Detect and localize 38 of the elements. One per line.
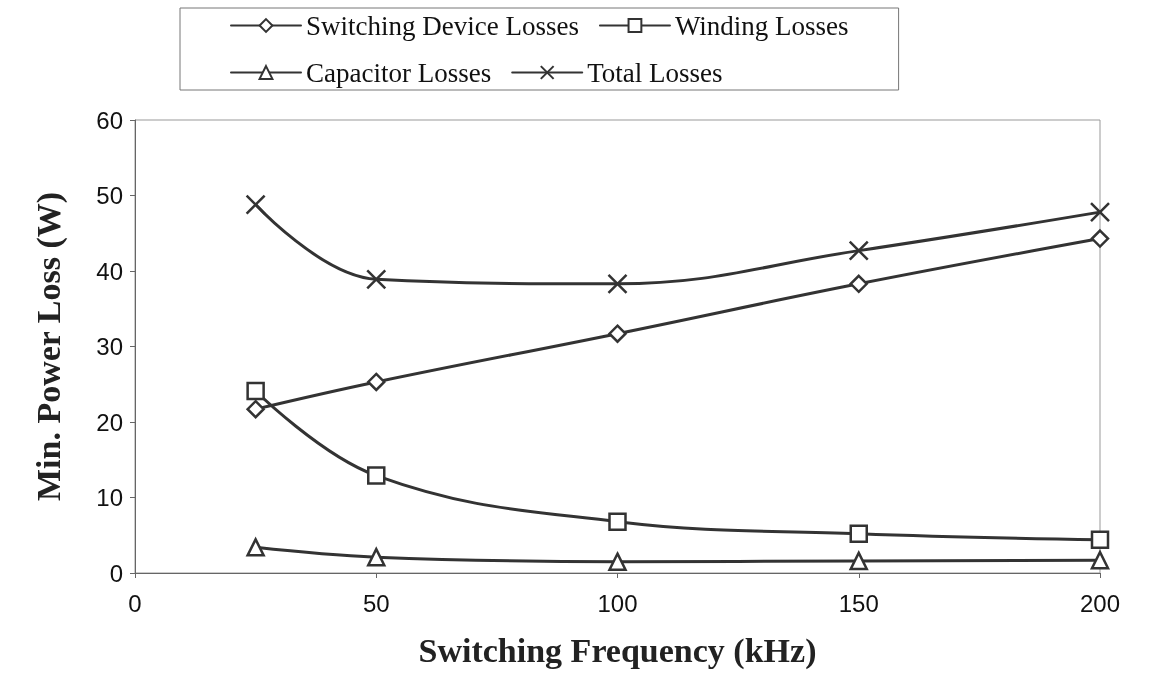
legend-label: Winding Losses [674, 10, 849, 41]
point [1090, 550, 1110, 570]
x-tick-label: 100 [597, 589, 638, 617]
point [849, 551, 868, 571]
point [607, 273, 628, 295]
legend-label: Total Losses [587, 57, 723, 88]
point [608, 512, 627, 531]
point [849, 274, 868, 294]
y-tick-label: 60 [96, 106, 123, 134]
point [246, 399, 265, 419]
point [1090, 229, 1110, 248]
point [1090, 530, 1110, 550]
y-tick-label: 10 [96, 484, 123, 511]
point [608, 324, 627, 343]
y-axis-title: Min. Power Loss (W) [29, 191, 68, 502]
point [367, 466, 386, 485]
y-tick-label: 40 [96, 257, 123, 285]
point [246, 538, 265, 557]
y-tick-label: 30 [96, 333, 123, 360]
point [608, 552, 627, 571]
point [849, 524, 868, 543]
point [367, 547, 386, 567]
x-tick-label: 0 [128, 589, 142, 617]
x-tick-label: 150 [838, 589, 879, 617]
x-tick-label: 50 [362, 589, 390, 617]
point [1089, 201, 1111, 223]
point [367, 372, 386, 392]
y-tick-label: 20 [96, 408, 123, 436]
point [366, 269, 387, 290]
y-tick-label: 0 [109, 559, 123, 587]
y-tick-label: 50 [96, 182, 123, 209]
x-tick-label: 200 [1079, 589, 1121, 617]
point [245, 194, 266, 215]
legend-label: Switching Device Losses [306, 10, 579, 41]
point [848, 240, 869, 261]
legend-label: Capacitor Losses [306, 57, 492, 88]
point [246, 381, 265, 401]
x-axis-title: Switching Frequency (kHz) [418, 631, 817, 670]
